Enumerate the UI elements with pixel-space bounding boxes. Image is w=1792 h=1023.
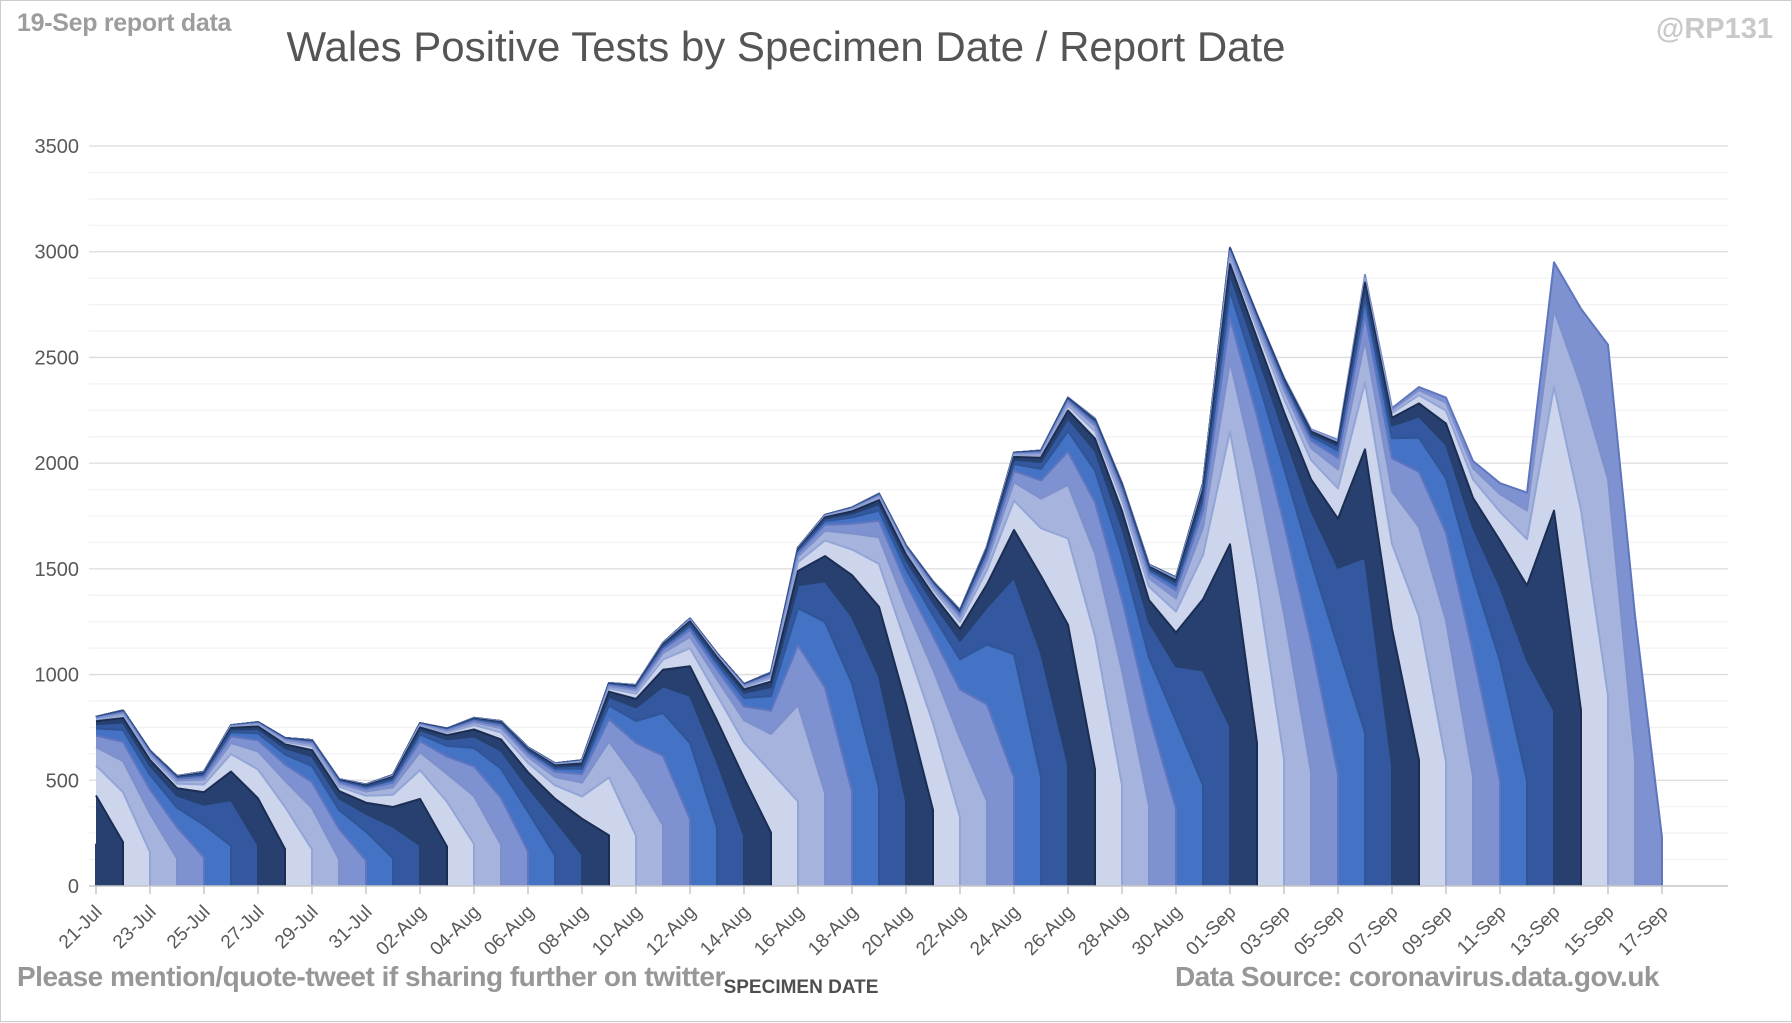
- x-tick-label: 30-Aug: [1128, 902, 1186, 960]
- area-series: [96, 795, 123, 886]
- x-axis-title: SPECIMEN DATE: [723, 977, 879, 998]
- x-tick-label: 13-Sep: [1506, 902, 1564, 960]
- x-tick-label: 11-Sep: [1453, 902, 1510, 959]
- x-tick-label: 15-Sep: [1560, 902, 1618, 960]
- x-tick-label: 29-Jul: [271, 902, 322, 953]
- area-series-outline: [95, 794, 124, 886]
- data-source-note: Data Source: coronavirus.data.gov.uk: [1174, 961, 1660, 992]
- y-tick-label: 1500: [35, 559, 80, 581]
- x-tick-label: 06-Aug: [480, 902, 538, 960]
- y-tick-label: 1000: [35, 665, 80, 687]
- x-tick-label: 07-Sep: [1344, 902, 1402, 960]
- x-tick-label: 02-Aug: [372, 902, 430, 960]
- area-series-outline: [95, 764, 151, 886]
- x-tick-label: 03-Sep: [1236, 902, 1294, 960]
- x-tick-label: 05-Sep: [1290, 902, 1348, 960]
- x-tick-label: 25-Jul: [163, 902, 214, 953]
- y-tick-label: 2000: [35, 453, 80, 475]
- x-tick-label: 04-Aug: [426, 902, 484, 960]
- y-tick-label: 3500: [35, 136, 80, 158]
- area-series-outline: [95, 714, 313, 886]
- x-tick-label: 12-Aug: [642, 902, 700, 960]
- area-series-outline: [95, 746, 178, 886]
- x-tick-label: 17-Sep: [1614, 902, 1672, 960]
- y-tick-label: 2500: [35, 347, 80, 369]
- x-tick-label: 28-Aug: [1074, 902, 1132, 960]
- report-date-note: 19-Sep report data: [17, 9, 232, 37]
- area-series-outline: [95, 717, 286, 886]
- area-series-outline: [95, 734, 205, 886]
- area-series-outline: [95, 721, 259, 886]
- chart-title: Wales Positive Tests by Specimen Date / …: [286, 23, 1286, 70]
- y-tick-label: 500: [46, 770, 79, 792]
- area-series-outline: [95, 712, 340, 886]
- x-tick-label: 14-Aug: [696, 902, 754, 960]
- x-tick-label: 18-Aug: [804, 902, 862, 960]
- x-tick-label: 24-Aug: [966, 902, 1024, 960]
- x-tick-label: 22-Aug: [912, 902, 970, 960]
- y-tick-label: 0: [68, 876, 79, 898]
- area-series-outline: [95, 727, 232, 886]
- share-note: Please mention/quote-tweet if sharing fu…: [17, 961, 725, 992]
- x-tick-label: 27-Jul: [217, 902, 268, 953]
- x-tick-label: 20-Aug: [858, 902, 916, 960]
- x-tick-label: 31-Jul: [325, 902, 376, 953]
- y-tick-label: 3000: [35, 242, 80, 264]
- x-tick-label: 21-Jul: [55, 902, 106, 953]
- x-tick-label: 01-Sep: [1182, 902, 1240, 960]
- x-tick-label: 26-Aug: [1020, 902, 1078, 960]
- x-tick-label: 10-Aug: [588, 902, 646, 960]
- x-tick-label: 08-Aug: [534, 902, 592, 960]
- x-tick-label: 09-Sep: [1398, 902, 1456, 960]
- x-tick-label: 16-Aug: [750, 902, 808, 960]
- x-tick-label: 23-Jul: [109, 902, 160, 953]
- author-watermark: @RP131: [1656, 13, 1773, 45]
